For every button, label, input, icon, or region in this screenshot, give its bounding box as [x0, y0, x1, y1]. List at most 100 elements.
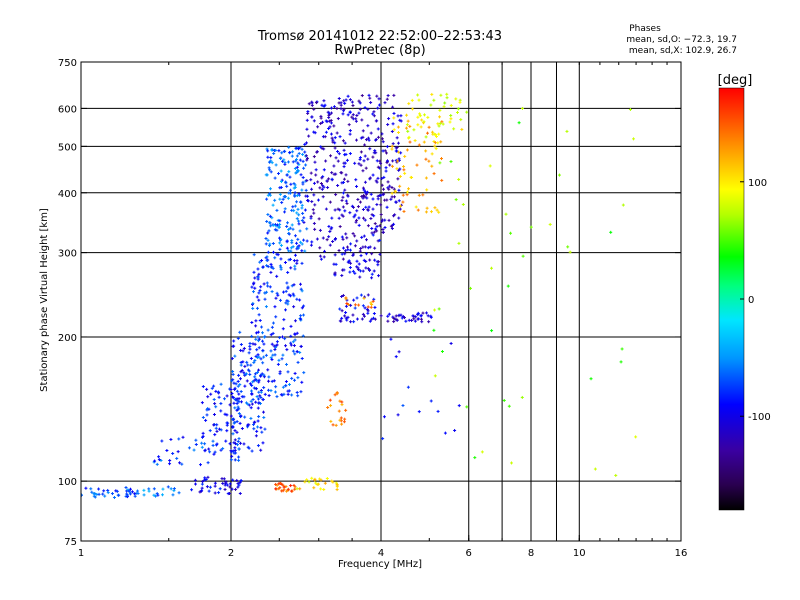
data-point: [465, 110, 469, 114]
data-point: [399, 114, 403, 118]
data-point: [565, 129, 569, 133]
data-point: [258, 318, 262, 322]
data-point: [339, 416, 343, 420]
data-point: [287, 231, 291, 235]
data-point: [352, 320, 356, 324]
data-point: [340, 235, 344, 239]
data-point: [300, 219, 304, 223]
data-point: [237, 458, 241, 462]
data-point: [239, 377, 243, 381]
data-point: [438, 161, 442, 165]
data-point: [295, 261, 299, 265]
data-point: [278, 264, 282, 268]
data-point: [315, 150, 319, 154]
data-point: [190, 488, 194, 492]
data-point: [358, 156, 362, 160]
data-point: [424, 135, 428, 139]
data-point: [346, 113, 350, 117]
data-point: [438, 108, 442, 112]
data-point: [270, 379, 274, 383]
data-point: [373, 317, 377, 321]
data-point: [213, 481, 217, 485]
data-point: [376, 176, 380, 180]
data-point: [281, 327, 285, 331]
data-point: [236, 482, 240, 486]
data-point: [295, 350, 299, 354]
data-point: [256, 444, 260, 448]
data-point: [272, 152, 276, 156]
data-point: [340, 295, 344, 299]
data-point: [504, 212, 508, 216]
data-point: [370, 231, 374, 235]
data-point: [343, 141, 347, 145]
data-point: [362, 296, 366, 300]
data-point: [359, 247, 363, 251]
grid-lines: [81, 62, 681, 541]
data-point: [256, 339, 260, 343]
data-point: [288, 191, 292, 195]
data-point: [330, 216, 334, 220]
data-point: [263, 297, 267, 301]
data-point: [362, 188, 366, 192]
data-point: [342, 420, 346, 424]
data-point: [620, 347, 624, 351]
data-point: [284, 380, 288, 384]
data-point: [294, 146, 298, 150]
data-point: [344, 408, 348, 412]
data-point: [106, 491, 110, 495]
data-point: [235, 430, 239, 434]
data-point: [271, 203, 275, 207]
data-point: [353, 271, 357, 275]
data-point: [220, 477, 224, 481]
data-point: [275, 343, 279, 347]
data-point: [380, 177, 384, 181]
data-point: [410, 98, 414, 102]
data-point: [239, 370, 243, 374]
data-point: [217, 395, 221, 399]
data-point: [254, 434, 258, 438]
data-point: [169, 487, 173, 491]
data-point: [453, 428, 457, 432]
data-point: [393, 190, 397, 194]
data-point: [337, 249, 341, 253]
data-point: [219, 428, 223, 432]
data-point: [126, 488, 130, 492]
data-point: [269, 356, 273, 360]
data-point: [276, 172, 280, 176]
data-point: [395, 167, 399, 171]
data-point: [273, 176, 277, 180]
data-point: [397, 131, 401, 135]
data-point: [394, 355, 398, 359]
data-point: [213, 450, 217, 454]
data-point: [339, 171, 343, 175]
data-point: [346, 94, 350, 98]
data-point: [279, 267, 283, 271]
data-point: [281, 385, 285, 389]
data-point: [212, 384, 216, 388]
data-point: [529, 225, 533, 229]
data-point: [344, 304, 348, 308]
data-point: [312, 155, 316, 159]
data-point: [97, 492, 101, 496]
data-point: [257, 272, 261, 276]
data-point: [366, 246, 370, 250]
data-point: [302, 216, 306, 220]
data-point: [424, 157, 428, 161]
data-point: [224, 480, 228, 484]
data-point: [393, 213, 397, 217]
data-point: [372, 316, 376, 320]
data-point: [344, 98, 348, 102]
data-point: [385, 145, 389, 149]
data-point: [231, 370, 235, 374]
data-point: [379, 213, 383, 217]
data-point: [353, 306, 357, 310]
data-point: [364, 166, 368, 170]
data-point: [237, 437, 241, 441]
data-point: [390, 144, 394, 148]
data-point: [321, 236, 325, 240]
data-point: [305, 478, 309, 482]
data-point: [337, 409, 341, 413]
data-point: [255, 355, 259, 359]
data-point: [363, 143, 367, 147]
data-point: [387, 218, 391, 222]
